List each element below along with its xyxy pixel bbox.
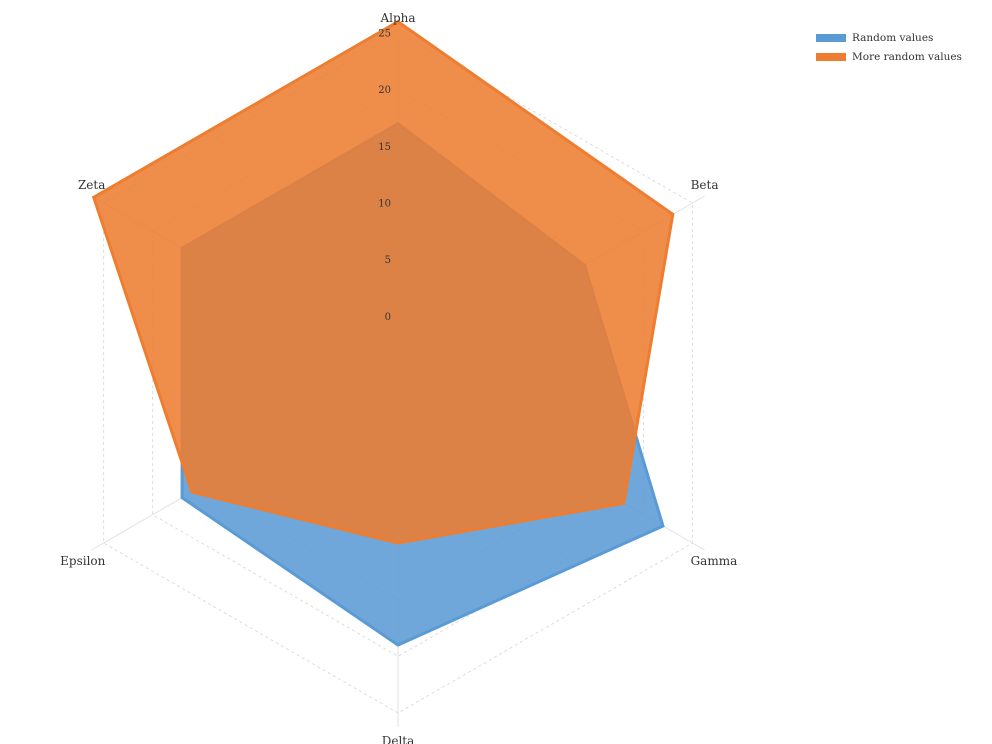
category-label-zeta: Zeta (78, 178, 105, 192)
category-label-epsilon: Epsilon (60, 554, 106, 568)
tick-label-3: 15 (378, 142, 391, 153)
legend-item-series-0[interactable]: Random values (816, 28, 962, 47)
category-label-alpha: Alpha (379, 11, 415, 25)
category-label-delta: Delta (382, 734, 415, 744)
tick-label-0: 0 (385, 312, 391, 323)
category-label-beta: Beta (691, 178, 719, 192)
tick-label-1: 5 (385, 255, 391, 266)
category-label-gamma: Gamma (691, 554, 738, 568)
legend-swatch-series-1 (816, 52, 846, 61)
legend-label-series-0: Random values (852, 31, 934, 44)
series-area-1 (91, 19, 675, 545)
tick-label-2: 10 (378, 199, 391, 210)
legend-label-series-1: More random values (852, 50, 962, 63)
legend: Random values More random values (816, 28, 962, 66)
tick-label-5: 25 (378, 29, 391, 40)
legend-item-series-1[interactable]: More random values (816, 47, 962, 66)
legend-swatch-series-0 (816, 33, 846, 42)
tick-label-4: 20 (378, 85, 391, 96)
